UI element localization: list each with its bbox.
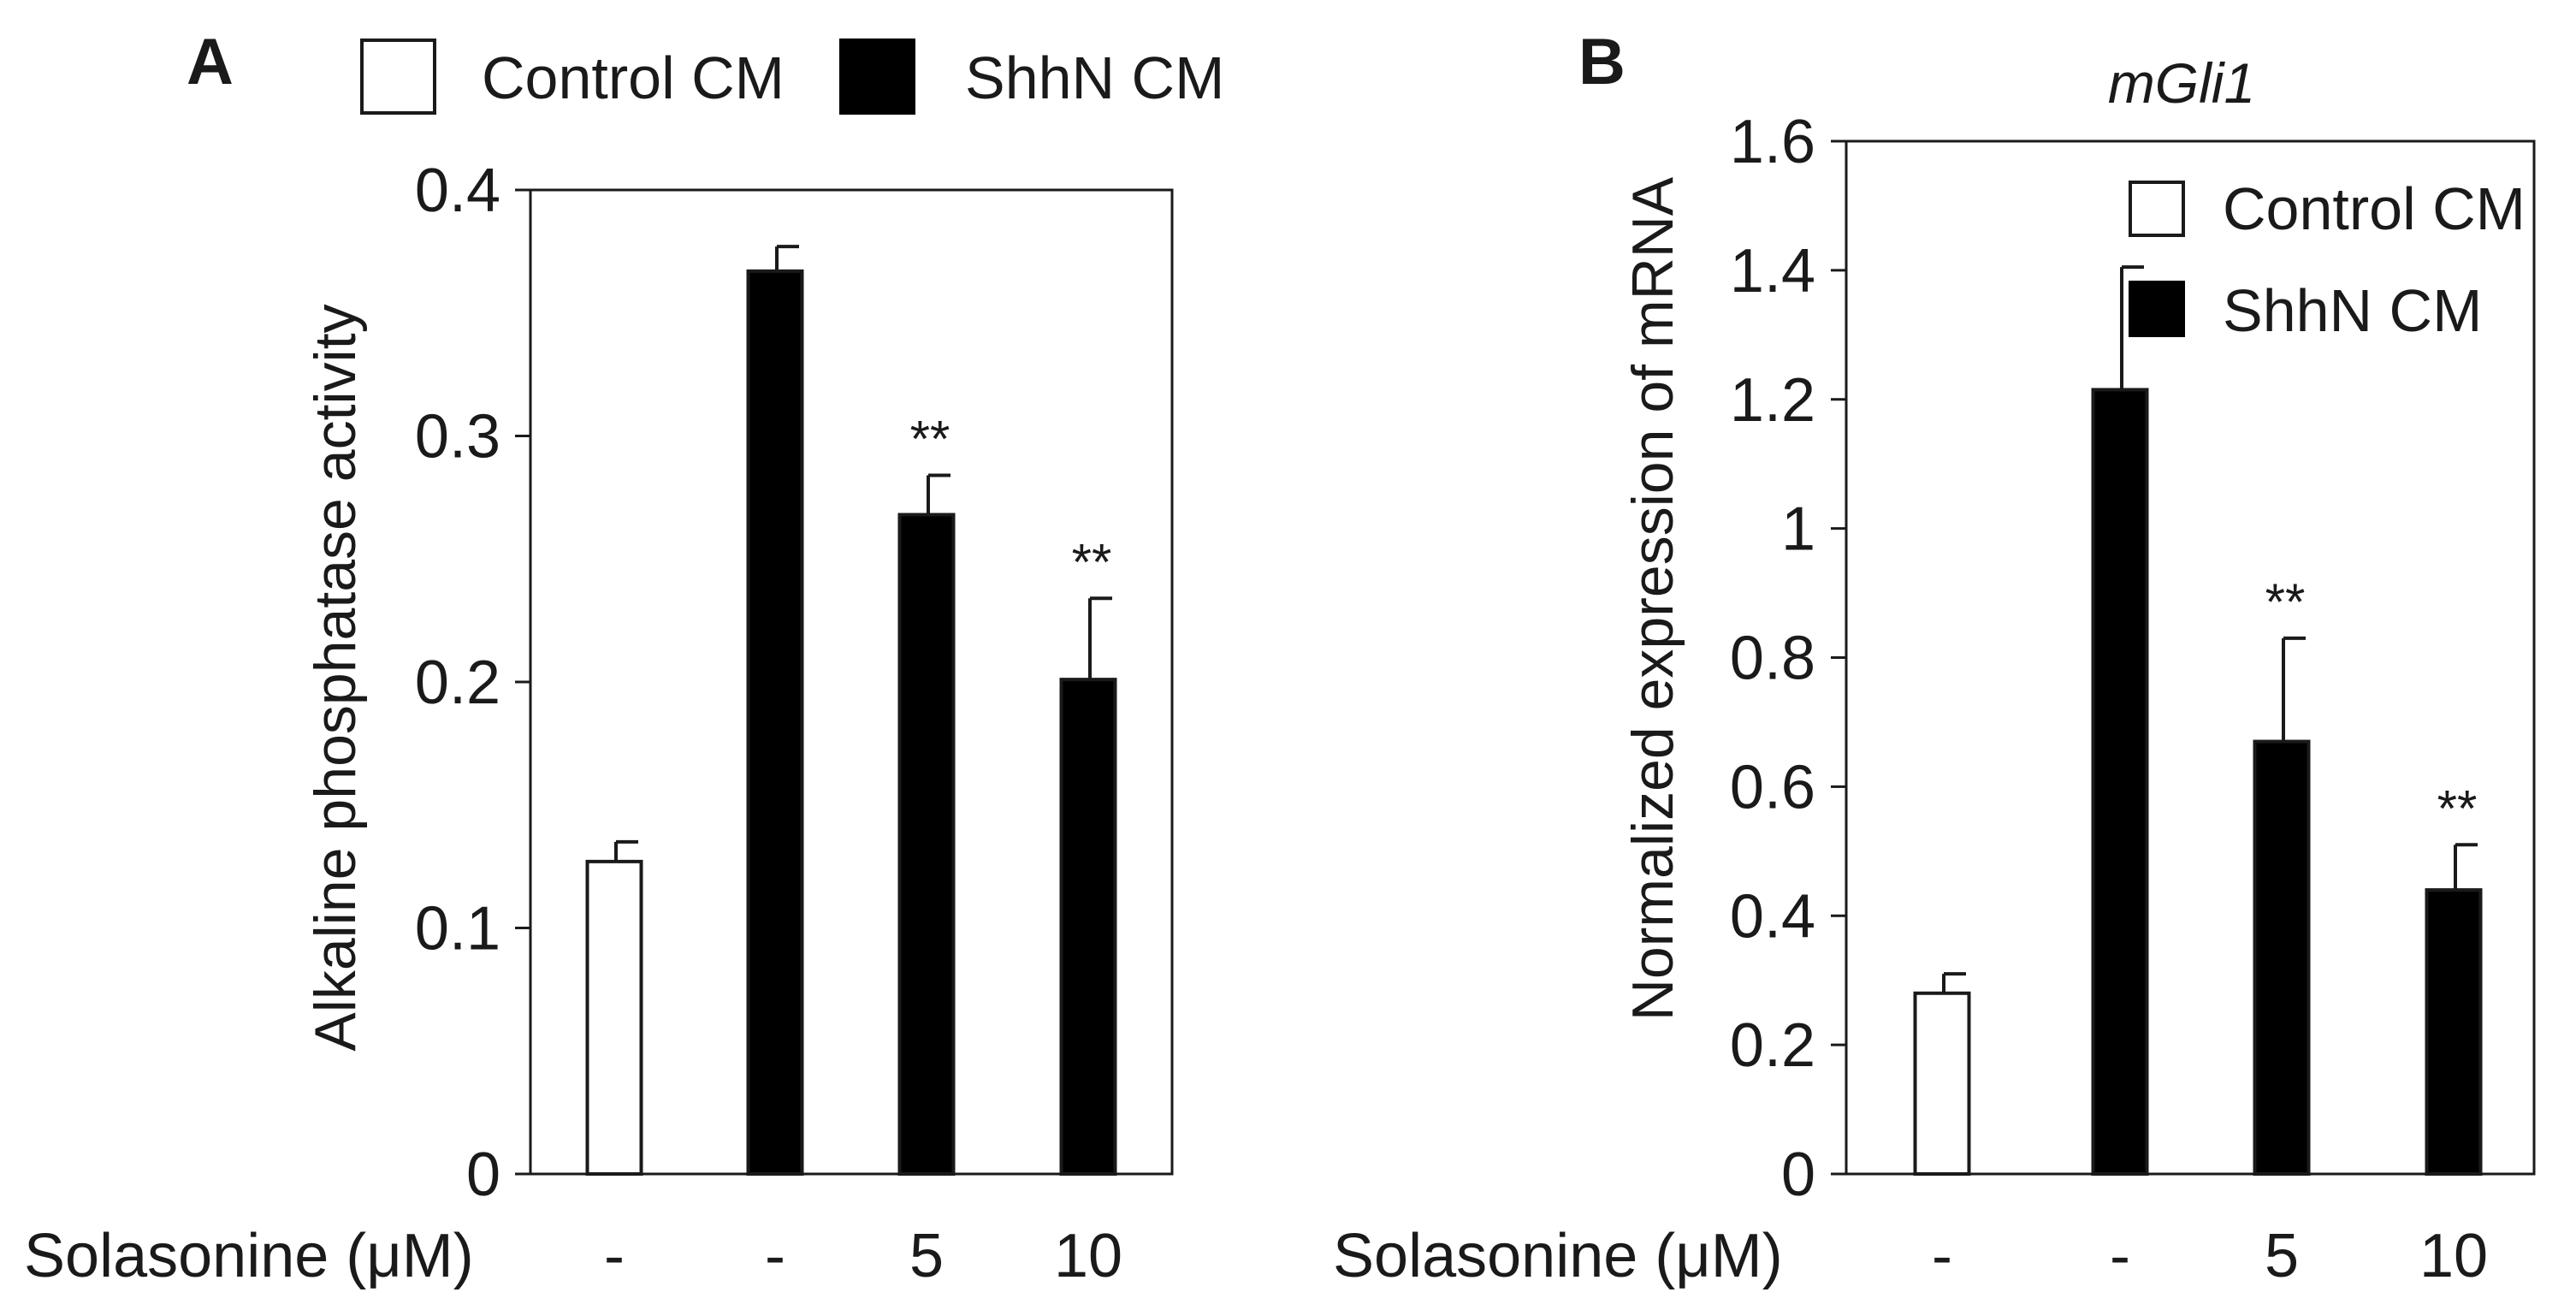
error-bar-b-0: [1942, 972, 1966, 993]
x-tick-label-a-3: 10: [1054, 1222, 1122, 1290]
y-tick-label-b-6: 1.2: [1730, 366, 1815, 435]
error-bar-b-3: [2454, 843, 2478, 891]
significance-label-b-2: **: [2265, 573, 2306, 631]
panel-b-x-axis-title: Solasonine (μM): [1333, 1222, 1783, 1290]
y-tick-label-b-7: 1.4: [1730, 237, 1815, 305]
panel-b-legend: Control CM ShhN CM: [2129, 175, 2526, 344]
significance-label-a-3: **: [1072, 533, 1112, 590]
x-tick-label-a-2: 5: [909, 1222, 944, 1290]
panel-b-plot: 0 0.2 0.4 0.6 0.8 1 1.2 1.4 1.6 - - ** 5 ** 10: [1730, 108, 2536, 1290]
y-tick-label-a-3: 0.3: [415, 403, 500, 471]
x-tick-label-a-0: -: [604, 1222, 625, 1290]
y-tick-label-b-2: 0.4: [1730, 882, 1815, 951]
y-tick-label-b-0: 0: [1781, 1141, 1815, 1209]
y-tick-label-b-1: 0.2: [1730, 1011, 1815, 1080]
panel-a-x-axis-title: Solasonine (μM): [24, 1222, 474, 1290]
x-tick-label-b-3: 10: [2419, 1222, 2488, 1290]
y-tick-label-a-2: 0.2: [415, 649, 500, 717]
y-tick-label-a-0: 0: [466, 1141, 500, 1209]
panel-a-label: A: [187, 26, 234, 98]
y-tick-label-b-4: 0.8: [1730, 625, 1815, 693]
legend-b-label-shhn: ShhN CM: [2223, 277, 2482, 344]
error-bar-a-0: [614, 839, 638, 862]
x-tick-label-b-2: 5: [2265, 1222, 2299, 1290]
panel-b-title: mGli1: [2108, 51, 2255, 115]
error-bar-b-2: [2282, 636, 2306, 742]
panel-a-y-axis-title: Alkaline phosphatase activity: [303, 304, 368, 1051]
bar-b-3: [2425, 888, 2483, 1176]
legend-a-label-control: Control CM: [482, 44, 785, 111]
panel-a-legend: Control CM ShhN CM: [360, 39, 1224, 115]
x-tick-label-b-0: -: [1932, 1222, 1952, 1290]
bar-a-1: [746, 269, 804, 1176]
y-tick-label-b-5: 1: [1781, 495, 1815, 564]
x-tick-label-b-1: -: [2110, 1222, 2130, 1290]
bar-b-2: [2253, 739, 2311, 1176]
y-tick-label-b-8: 1.6: [1730, 108, 1815, 176]
legend-b-swatch-shhn: [2129, 281, 2185, 337]
panel-a-plot: 0 0.1 0.2 0.3 0.4 - - ** 5 ** 10: [415, 157, 1174, 1290]
y-tick-label-a-4: 0.4: [415, 157, 500, 225]
y-tick-label-a-1: 0.1: [415, 895, 500, 963]
legend-a-swatch-control: [360, 39, 436, 115]
bar-a-2: [897, 513, 956, 1176]
bar-a-0: [585, 859, 643, 1176]
error-bar-a-3: [1088, 596, 1112, 680]
x-tick-label-a-1: -: [765, 1222, 785, 1290]
y-tick-label-b-3: 0.6: [1730, 753, 1815, 821]
legend-b-label-control: Control CM: [2223, 175, 2526, 242]
error-bar-a-1: [775, 245, 799, 271]
legend-a-swatch-shhn: [839, 39, 915, 115]
bar-a-3: [1059, 678, 1117, 1176]
legend-b-swatch-control: [2129, 181, 2185, 237]
legend-a-label-shhn: ShhN CM: [965, 44, 1224, 111]
significance-label-b-3: **: [2437, 780, 2478, 837]
bar-b-1: [2091, 388, 2149, 1176]
panel-b-y-axis-title: Normalized expression of mRNA: [1620, 176, 1685, 1021]
significance-label-a-2: **: [910, 411, 950, 468]
error-bar-b-1: [2120, 265, 2144, 390]
bar-b-0: [1913, 991, 1971, 1177]
panel-b-label: B: [1578, 26, 1626, 98]
error-bar-a-2: [927, 473, 950, 515]
